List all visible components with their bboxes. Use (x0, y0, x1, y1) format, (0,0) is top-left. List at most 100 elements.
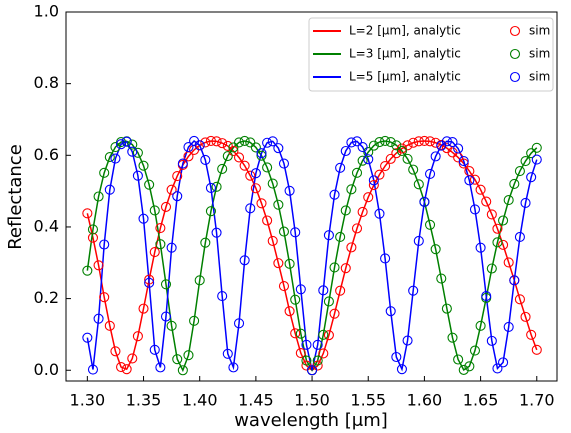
marker (250, 168, 261, 179)
marker (419, 196, 430, 207)
marker (357, 155, 368, 166)
marker (239, 160, 250, 171)
marker (413, 235, 424, 246)
marker (531, 142, 542, 153)
marker (116, 139, 127, 150)
marker (340, 263, 351, 274)
y-tick-label: 0.4 (34, 216, 59, 235)
marker (357, 206, 368, 217)
marker (144, 179, 155, 190)
marker (127, 146, 138, 157)
marker (138, 160, 149, 171)
legend-label: sim (529, 24, 550, 38)
marker (278, 281, 290, 292)
marker (391, 140, 402, 151)
marker (486, 335, 497, 346)
marker (498, 357, 509, 368)
marker (127, 139, 138, 150)
marker (486, 209, 497, 220)
marker (509, 178, 520, 190)
marker (391, 351, 402, 363)
marker (357, 142, 368, 153)
marker (87, 232, 99, 243)
marker (183, 142, 194, 153)
marker (458, 155, 469, 167)
marker (492, 363, 503, 374)
marker (284, 185, 295, 196)
marker (104, 320, 115, 331)
marker (374, 136, 385, 148)
marker (262, 215, 273, 226)
marker (340, 205, 351, 216)
marker (430, 137, 441, 148)
marker (458, 158, 469, 169)
marker (408, 285, 419, 296)
marker (408, 137, 419, 148)
marker (385, 136, 396, 148)
marker (436, 273, 447, 284)
legend-label: L=2 [μm], analytic (349, 24, 461, 38)
marker (155, 362, 166, 373)
marker (363, 192, 374, 203)
marker (228, 142, 239, 153)
marker (368, 140, 379, 151)
marker (121, 136, 132, 147)
marker (82, 208, 93, 219)
marker (144, 274, 155, 285)
marker (526, 148, 537, 159)
marker (228, 145, 239, 157)
marker (200, 137, 211, 148)
y-tick-label: 0.0 (34, 360, 59, 379)
marker (323, 330, 334, 341)
marker (166, 242, 177, 253)
marker (99, 239, 110, 250)
marker (312, 355, 323, 366)
marker (346, 137, 357, 148)
y-tick-label: 0.6 (34, 145, 59, 164)
marker (194, 275, 205, 286)
marker (239, 135, 250, 147)
marker (424, 136, 436, 147)
marker (149, 344, 160, 355)
marker (520, 197, 531, 208)
marker (290, 227, 301, 238)
marker (267, 178, 278, 189)
marker (273, 143, 284, 154)
marker (278, 226, 290, 237)
marker (99, 292, 110, 303)
marker (250, 142, 261, 153)
marker (346, 184, 357, 195)
marker (82, 332, 93, 343)
marker (160, 279, 172, 290)
legend-swatch (509, 71, 521, 83)
marker (413, 136, 424, 147)
x-tick-label: 1.40 (182, 391, 218, 410)
marker (475, 320, 486, 331)
marker (481, 196, 492, 207)
marker (307, 365, 318, 376)
x-axis-label: wavelength [μm] (234, 410, 388, 431)
marker (222, 150, 233, 162)
marker (132, 331, 143, 342)
marker (469, 204, 481, 215)
marker (132, 147, 143, 158)
marker (149, 205, 160, 216)
marker (453, 143, 464, 154)
marker (351, 136, 363, 147)
x-tick-label: 1.45 (238, 391, 274, 410)
marker (295, 328, 306, 339)
marker (116, 361, 127, 373)
marker (172, 171, 183, 182)
marker (211, 181, 222, 192)
marker (323, 230, 334, 241)
marker (233, 318, 245, 329)
marker (233, 152, 245, 163)
marker (194, 140, 205, 151)
marker (160, 201, 172, 212)
marker (233, 137, 245, 148)
x-tick-label: 1.55 (350, 391, 386, 410)
marker (368, 179, 379, 191)
marker (183, 350, 194, 361)
marker (526, 329, 537, 340)
marker (385, 306, 396, 317)
